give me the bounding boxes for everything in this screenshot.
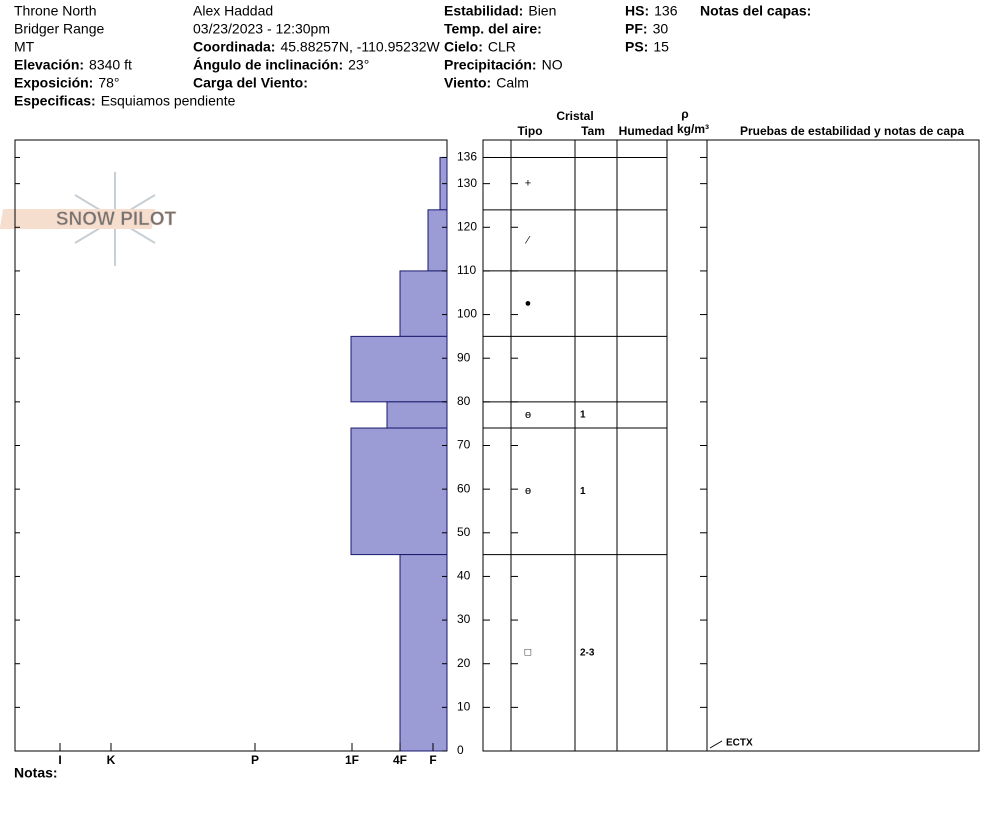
column-header: kg/m³ [677, 122, 709, 136]
field-label: Cielo: [444, 39, 483, 55]
header-text: Alex Haddad [193, 3, 273, 19]
y-tick-label: 0 [457, 743, 464, 757]
hardness-bar [427, 209, 448, 272]
layer-table-frame [482, 139, 980, 752]
column-header: Cristal [556, 109, 593, 123]
grain-type: ɵ [525, 485, 531, 497]
y-tick-label: 120 [457, 219, 477, 233]
table-columns [510, 140, 708, 751]
test-pointer [709, 740, 723, 749]
grain-type: ɵ [525, 409, 531, 421]
field-label: Precipitación: [444, 57, 537, 73]
grain-type: □ [525, 647, 532, 659]
field-value: Calm [496, 75, 529, 91]
test-label: ECTX [726, 738, 753, 749]
hardness-bar [350, 427, 448, 556]
field-label: Estabilidad: [444, 3, 523, 19]
field-label: Elevación: [14, 57, 84, 73]
x-tick-label: K [107, 753, 116, 767]
field-label: Exposición: [14, 75, 93, 91]
field-label: Viento: [444, 75, 491, 91]
x-tick-label: 1F [345, 753, 359, 767]
column-header: ρ [681, 107, 688, 121]
layer-notes-title: Notas del capas: [700, 3, 811, 19]
field-label: PS: [625, 39, 648, 55]
field-value: 23° [348, 57, 369, 73]
notes-label: Notas: [14, 765, 58, 781]
y-tick-label: 90 [457, 350, 471, 364]
header-text: MT [14, 39, 35, 55]
field-label: Ángulo de inclinación: [193, 57, 343, 73]
y-tick-label: 20 [457, 656, 471, 670]
y-tick-label: 130 [457, 176, 477, 190]
logo-text: SNOW PILOT [56, 209, 177, 230]
field-value: 45.88257N, -110.95232W [280, 39, 440, 55]
field-label: Coordinada: [193, 39, 275, 55]
y-tick-label: 100 [457, 307, 477, 321]
column-header: Pruebas de estabilidad y notas de capa [740, 124, 964, 138]
grain-size: 2-3 [580, 647, 595, 658]
field-label: HS: [625, 3, 649, 19]
y-tick-label: 30 [457, 612, 471, 626]
field-label: Temp. del aire: [444, 21, 542, 37]
field-value: NO [542, 57, 563, 73]
y-tick-label: 40 [457, 569, 471, 583]
x-tick-label: 4F [393, 753, 407, 767]
field-value: 15 [653, 39, 669, 55]
y-tick-label: 50 [457, 525, 471, 539]
y-tick-label: 70 [457, 438, 471, 452]
y-tick-label: 136 [457, 150, 477, 164]
x-tick-label: F [429, 753, 436, 767]
column-header: Humedad [619, 124, 674, 138]
y-tick-label: 80 [457, 394, 471, 408]
field-label: Carga del Viento: [193, 75, 308, 91]
column-header: Tipo [517, 124, 542, 138]
x-tick-label: I [58, 753, 61, 767]
field-value: CLR [488, 39, 516, 55]
hardness-bar [350, 335, 448, 403]
grain-size: 1 [580, 486, 586, 497]
field-value: 136 [654, 3, 678, 19]
header-text: Bridger Range [14, 21, 104, 37]
field-value: 8340 ft [89, 57, 132, 73]
field-label: PF: [625, 21, 648, 37]
header-text: 03/23/2023 - 12:30pm [193, 21, 330, 37]
grain-type: + [525, 178, 531, 190]
field-value: 30 [653, 21, 669, 37]
grain-size: 1 [580, 410, 586, 421]
logo: SNOW PILOT [0, 172, 177, 266]
y-tick-label: 60 [457, 481, 471, 495]
grain-type: ● [525, 298, 532, 310]
hardness-bar [399, 554, 448, 752]
y-tick-label: 10 [457, 700, 471, 714]
field-value: Bien [528, 3, 556, 19]
x-tick-label: P [251, 753, 259, 767]
y-tick-label: 110 [457, 263, 476, 277]
header-text: Throne North [14, 3, 96, 19]
hardness-bar [399, 270, 448, 337]
hardness-bar [386, 401, 448, 429]
grain-type: ⁄ [524, 234, 531, 246]
field-value: 78° [98, 75, 119, 91]
field-label: Especificas: [14, 93, 96, 109]
field-value: Esquiamos pendiente [101, 93, 236, 109]
column-header: Tam [581, 124, 605, 138]
